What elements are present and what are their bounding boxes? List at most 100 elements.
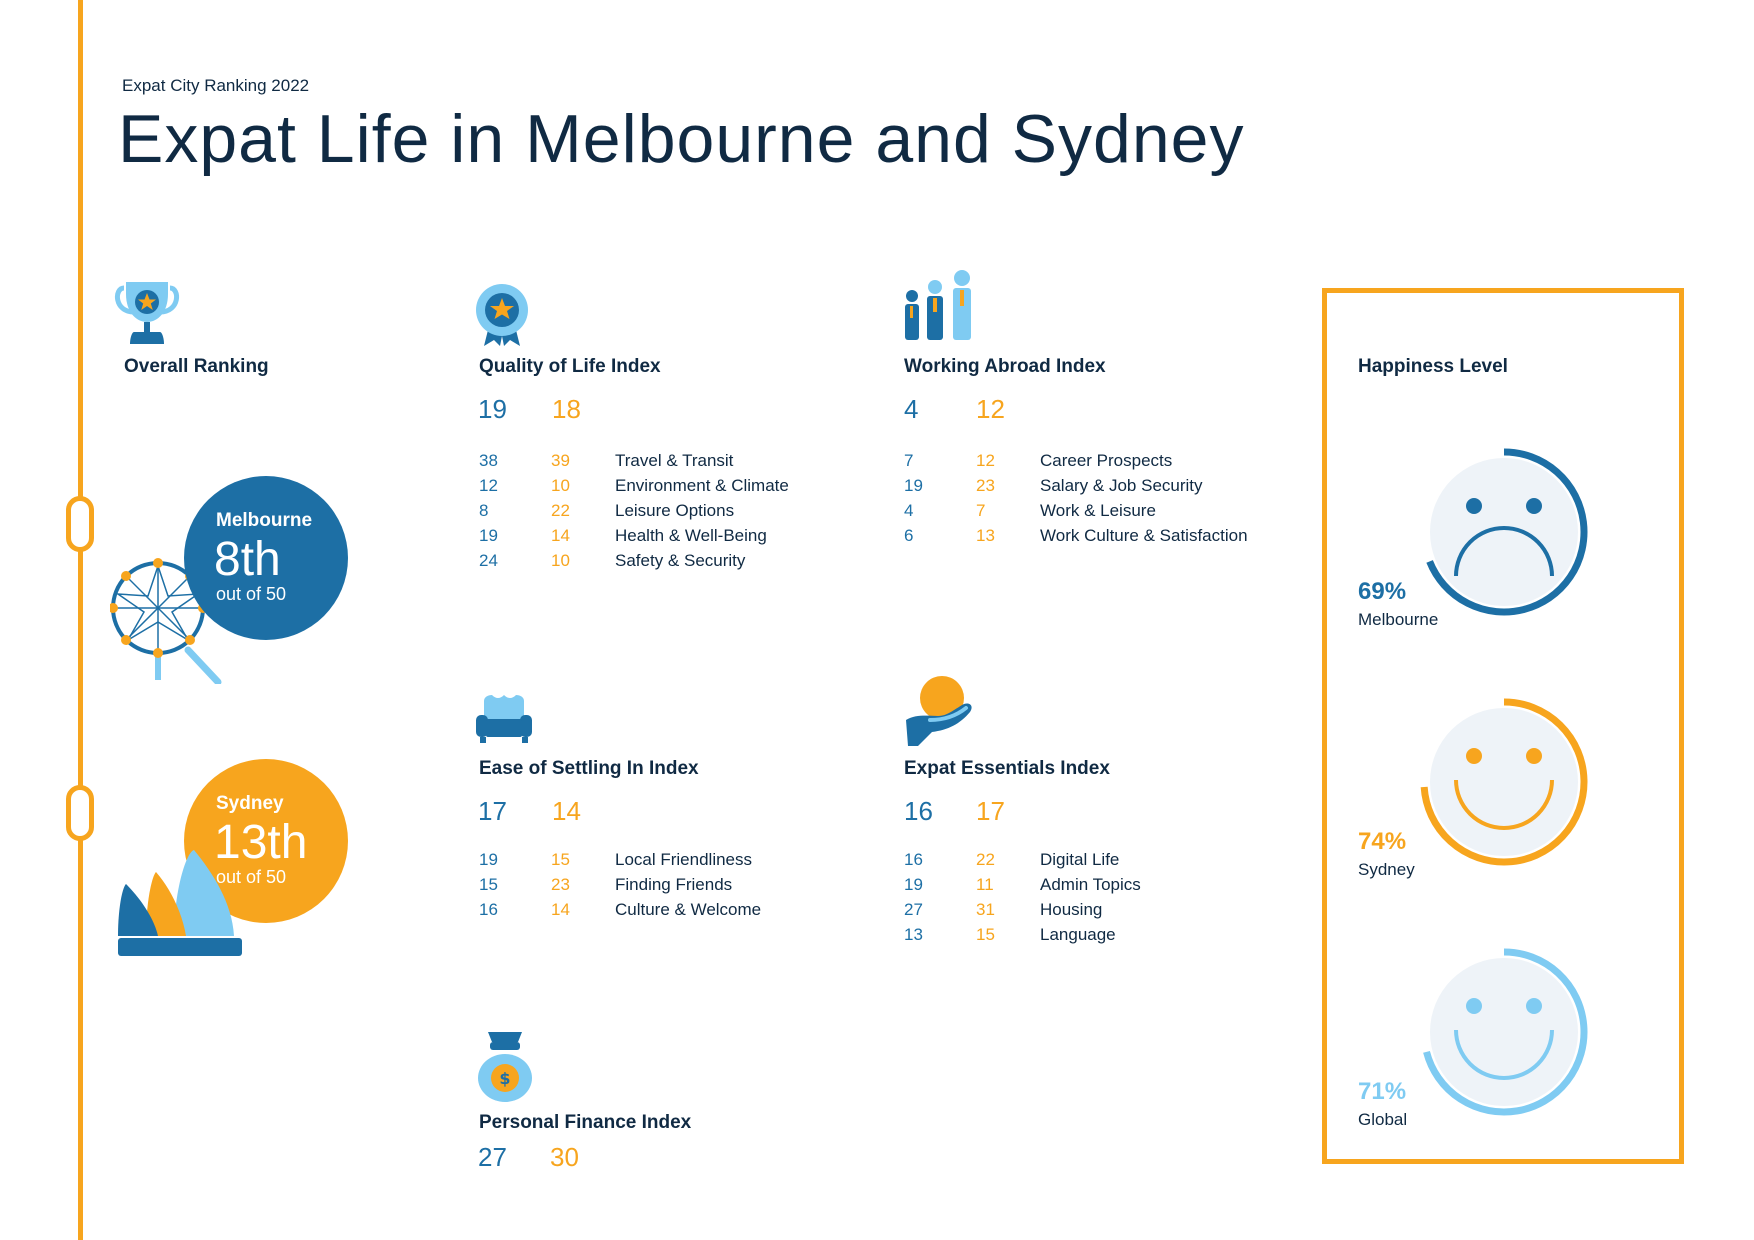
essentials-melbourne-value: 16 <box>904 796 933 826</box>
melbourne-rank-city: Melbourne <box>216 510 313 531</box>
gauge-arc <box>1423 948 1588 1116</box>
happiness-title: Happiness Level <box>1358 356 1508 377</box>
sydney-rank: 14 <box>551 900 570 919</box>
money-bag-icon: $ <box>478 1032 532 1102</box>
quality-melbourne-value: 19 <box>478 394 507 424</box>
melbourne-rank: 19 <box>904 875 923 894</box>
subindex-row: 15 23 Finding Friends <box>479 875 839 900</box>
subindex-label: Housing <box>1040 900 1103 919</box>
subindex-row: 16 22 Digital Life <box>904 850 1284 875</box>
settling-sydney-value: 14 <box>552 796 581 826</box>
subindex-row: 16 14 Culture & Welcome <box>479 900 839 925</box>
page-title: Expat Life in Melbourne and Sydney <box>118 101 1245 177</box>
working-melbourne-value: 4 <box>904 394 919 424</box>
opera-house-icon <box>118 850 242 956</box>
face-eye <box>1466 748 1482 764</box>
subindex-row: 12 10 Environment & Climate <box>479 476 839 501</box>
gauge-face-background <box>1430 458 1578 606</box>
melbourne-rank: 8 <box>479 501 489 520</box>
happy-face-icon <box>1423 948 1588 1116</box>
sydney-rank: 31 <box>976 900 995 919</box>
sydney-rank: 15 <box>551 850 570 869</box>
subindex-row: 13 15 Language <box>904 925 1284 950</box>
finance-title: Personal Finance Index <box>479 1112 692 1133</box>
happiness-label: Sydney <box>1358 860 1415 879</box>
melbourne-rank: 7 <box>904 451 914 470</box>
sydney-rank: 10 <box>551 551 570 570</box>
melbourne-rank-out-of: out of 50 <box>216 584 287 604</box>
sydney-rank: 10 <box>551 476 570 495</box>
subindex-row: 4 7 Work & Leisure <box>904 501 1284 526</box>
finance-melbourne-value: 27 <box>478 1142 507 1172</box>
trophy-icon <box>115 282 179 344</box>
melbourne-rank-badge: Melbourne 8th out of 50 <box>184 476 348 640</box>
subindex-row: 38 39 Travel & Transit <box>479 451 839 476</box>
sydney-rank: 12 <box>976 451 995 470</box>
subindex-row: 27 31 Housing <box>904 900 1284 925</box>
face-eye <box>1526 748 1542 764</box>
subindex-row: 6 13 Work Culture & Satisfaction <box>904 526 1284 551</box>
subindex-label: Culture & Welcome <box>615 900 762 919</box>
face-eye <box>1466 998 1482 1014</box>
subindex-label: Salary & Job Security <box>1040 476 1203 495</box>
subindex-row: 19 15 Local Friendliness <box>479 850 839 875</box>
melbourne-rank-value: 8th <box>214 533 281 586</box>
melbourne-rank: 24 <box>479 551 498 570</box>
gauge-face-background <box>1430 958 1578 1106</box>
sydney-rank: 7 <box>976 501 986 520</box>
happiness-label: Global <box>1358 1110 1408 1129</box>
subindex-label: Finding Friends <box>615 875 733 894</box>
subindex-label: Travel & Transit <box>615 451 734 470</box>
settling-subindex-table: 19 15 Local Friendliness 15 23 Finding Friend… <box>479 850 839 925</box>
subindex-row: 24 10 Safety & Security <box>479 551 839 576</box>
face-mouth <box>1454 779 1554 830</box>
subindex-row: 19 11 Admin Topics <box>904 875 1284 900</box>
sydney-rank: 13 <box>976 526 995 545</box>
timeline-line <box>78 0 83 1240</box>
subindex-label: Leisure Options <box>615 501 735 520</box>
subindex-label: Local Friendliness <box>615 850 753 869</box>
subindex-row: 7 12 Career Prospects <box>904 451 1284 476</box>
happiness-label: Melbourne <box>1358 610 1439 629</box>
kicker: Expat City Ranking 2022 <box>122 76 310 95</box>
sydney-rank-value: 13th <box>214 816 308 869</box>
quality-title: Quality of Life Index <box>479 356 661 377</box>
gauge-face-background <box>1430 708 1578 856</box>
sad-face-icon <box>1426 448 1588 616</box>
sydney-rank: 22 <box>551 501 570 520</box>
subindex-label: Admin Topics <box>1040 875 1141 894</box>
happy-face-icon <box>1420 698 1588 866</box>
gauge-arc <box>1426 448 1588 616</box>
sydney-rank: 11 <box>976 875 994 894</box>
melbourne-rank: 16 <box>904 850 923 869</box>
face-mouth <box>1454 1029 1554 1080</box>
working-sydney-value: 12 <box>976 394 1005 424</box>
melbourne-rank: 27 <box>904 900 923 919</box>
business-people-icon <box>905 270 971 340</box>
hand-holding-ball-icon <box>906 676 972 746</box>
subindex-row: 8 22 Leisure Options <box>479 501 839 526</box>
subindex-label: Work Culture & Satisfaction <box>1040 526 1248 545</box>
happiness-percentage: 69% <box>1358 578 1407 605</box>
happiness-percentage: 74% <box>1358 828 1407 855</box>
subindex-label: Safety & Security <box>615 551 746 570</box>
medal-icon <box>476 284 528 346</box>
essentials-subindex-table: 16 22 Digital Life 19 11 Admin Topics 27 31 Hous… <box>904 850 1284 950</box>
subindex-label: Language <box>1040 925 1116 944</box>
face-eye <box>1526 498 1542 514</box>
finance-sydney-value: 30 <box>550 1142 579 1172</box>
overall-ranking-title: Overall Ranking <box>124 356 269 377</box>
sydney-rank: 14 <box>551 526 570 545</box>
face-eye <box>1466 498 1482 514</box>
face-eye <box>1526 998 1542 1014</box>
sydney-rank: 23 <box>551 875 570 894</box>
melbourne-rank: 19 <box>479 850 498 869</box>
gauge-arc <box>1420 698 1588 866</box>
working-subindex-table: 7 12 Career Prospects 19 23 Salary & Job Secu… <box>904 451 1284 551</box>
melbourne-rank: 4 <box>904 501 914 520</box>
quality-sydney-value: 18 <box>552 394 581 424</box>
subindex-row: 19 14 Health & Well-Being <box>479 526 839 551</box>
settling-title: Ease of Settling In Index <box>479 758 699 779</box>
subindex-label: Health & Well-Being <box>615 526 767 545</box>
settling-melbourne-value: 17 <box>478 796 507 826</box>
